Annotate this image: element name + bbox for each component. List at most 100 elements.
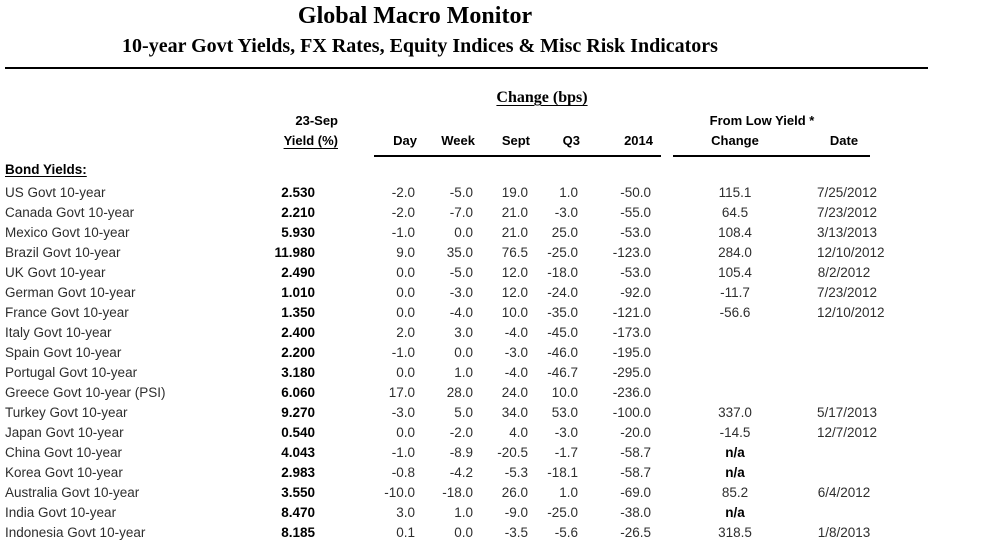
cell-y2014: -58.7 [620,445,651,460]
cell-q3: -5.6 [554,525,578,540]
cell-low_date: 1/8/2013 [817,525,871,540]
cell-yield: 2.400 [281,325,315,340]
cell-week: 0.0 [454,525,473,540]
cell-low_date: 7/23/2012 [817,285,878,300]
page-title: Global Macro Monitor [297,3,533,29]
cell-low_change: 108.4 [718,225,752,240]
table-row: Italy Govt 10-year 2.400 2.0 3.0 -4.0 -45.0 -1… [0,323,981,343]
day-column-header: Day [393,133,417,148]
cell-yield: 11.980 [274,245,315,260]
cell-y2014: -58.7 [620,465,651,480]
cell-q3: -35.0 [547,305,578,320]
cell-low_change: n/a [725,505,745,520]
cell-sept: -5.3 [504,465,528,480]
table-row: US Govt 10-year 2.530 -2.0 -5.0 19.0 1.0 -50.0… [0,183,981,203]
cell-low_date [817,463,871,483]
cell-low_change: n/a [725,445,745,460]
cell-y2014: -121.0 [612,305,651,320]
cell-q3: -46.7 [547,365,578,380]
cell-low_change [653,383,817,403]
cell-sept: 76.5 [501,245,528,260]
cell-name: Turkey Govt 10-year [5,405,128,420]
cell-low_change: 105.4 [718,265,752,280]
cell-yield: 8.470 [281,505,315,520]
cell-day: -1.0 [391,225,415,240]
table-row: Turkey Govt 10-year 9.270 -3.0 5.0 34.0 53.0 -… [0,403,981,423]
cell-name: German Govt 10-year [5,285,136,300]
cell-y2014: -53.0 [620,265,651,280]
cell-day: -2.0 [391,205,415,220]
table-header-row-2: Yield (%) Day Week Sept Q3 2014 Change D… [0,131,981,151]
table-row: China Govt 10-year 4.043 -1.0 -8.9 -20.5 -1.7… [0,443,981,463]
cell-low_change [653,343,817,363]
cell-low_date: 8/2/2012 [817,265,871,280]
cell-day: 0.0 [396,285,415,300]
cell-name: Japan Govt 10-year [5,425,124,440]
cell-low_date [817,503,871,523]
cell-yield: 1.010 [281,285,315,300]
cell-low_date: 12/7/2012 [817,425,878,440]
cell-q3: -25.0 [547,505,578,520]
cell-sept: 19.0 [501,185,528,200]
cell-day: 0.0 [396,365,415,380]
year-2014-column-header: 2014 [624,133,653,148]
bond-yields-section-label: Bond Yields: [5,162,87,177]
table-row: Canada Govt 10-year 2.210 -2.0 -7.0 21.0 -3.0… [0,203,981,223]
cell-day: 0.1 [396,525,415,540]
cell-week: -7.0 [449,205,473,220]
cell-week: -18.0 [442,485,473,500]
cell-low_change: 115.1 [718,185,752,200]
cell-q3: 10.0 [551,385,578,400]
cell-q3: 53.0 [551,405,578,420]
cell-low_date: 5/17/2013 [817,405,878,420]
title-divider [5,67,928,69]
cell-q3: 1.0 [559,485,578,500]
low-change-column-header: Change [711,133,759,148]
cell-sept: 10.0 [501,305,528,320]
cell-yield: 3.180 [281,365,315,380]
cell-sept: -4.0 [504,325,528,340]
cell-yield: 8.185 [281,525,315,540]
cell-low_change: -56.6 [719,305,751,320]
cell-week: 35.0 [446,245,473,260]
yield-column-header: Yield (%) [283,133,338,148]
cell-sept: 34.0 [501,405,528,420]
cell-day: -3.0 [391,405,415,420]
cell-name: Greece Govt 10-year (PSI) [5,385,166,400]
cell-yield: 4.043 [281,445,315,460]
cell-name: Spain Govt 10-year [5,345,122,360]
cell-week: 0.0 [454,345,473,360]
cell-week: 1.0 [454,505,473,520]
cell-low_date: 7/23/2012 [817,205,878,220]
cell-low_date [817,343,871,363]
cell-low_change: n/a [725,465,745,480]
cell-day: -1.0 [391,345,415,360]
cell-q3: -18.1 [547,465,578,480]
table-row: Mexico Govt 10-year 5.930 -1.0 0.0 21.0 25.0 -… [0,223,981,243]
cell-week: 3.0 [454,325,473,340]
cell-y2014: -100.0 [612,405,651,420]
cell-sept: -4.0 [504,365,528,380]
cell-yield: 1.350 [281,305,315,320]
cell-yield: 2.490 [281,265,315,280]
cell-y2014: -55.0 [620,205,651,220]
cell-y2014: -20.0 [620,425,651,440]
cell-y2014: -92.0 [620,285,651,300]
table-row: German Govt 10-year 1.010 0.0 -3.0 12.0 -24.0… [0,283,981,303]
cell-name: Canada Govt 10-year [5,205,135,220]
cell-week: -2.0 [449,425,473,440]
cell-sept: 4.0 [509,425,528,440]
cell-q3: -1.7 [554,445,578,460]
cell-low_date [817,363,871,383]
cell-day: 0.0 [396,305,415,320]
cell-name: Italy Govt 10-year [5,325,112,340]
cell-q3: -45.0 [547,325,578,340]
cell-name: Brazil Govt 10-year [5,245,121,260]
table-row: Greece Govt 10-year (PSI) 6.060 17.0 28.0 24… [0,383,981,403]
cell-y2014: -50.0 [620,185,651,200]
cell-name: Australia Govt 10-year [5,485,140,500]
cell-sept: -20.5 [497,445,528,460]
cell-day: -2.0 [391,185,415,200]
table-row: Portugal Govt 10-year 3.180 0.0 1.0 -4.0 -46.… [0,363,981,383]
cell-low_date [817,383,871,403]
